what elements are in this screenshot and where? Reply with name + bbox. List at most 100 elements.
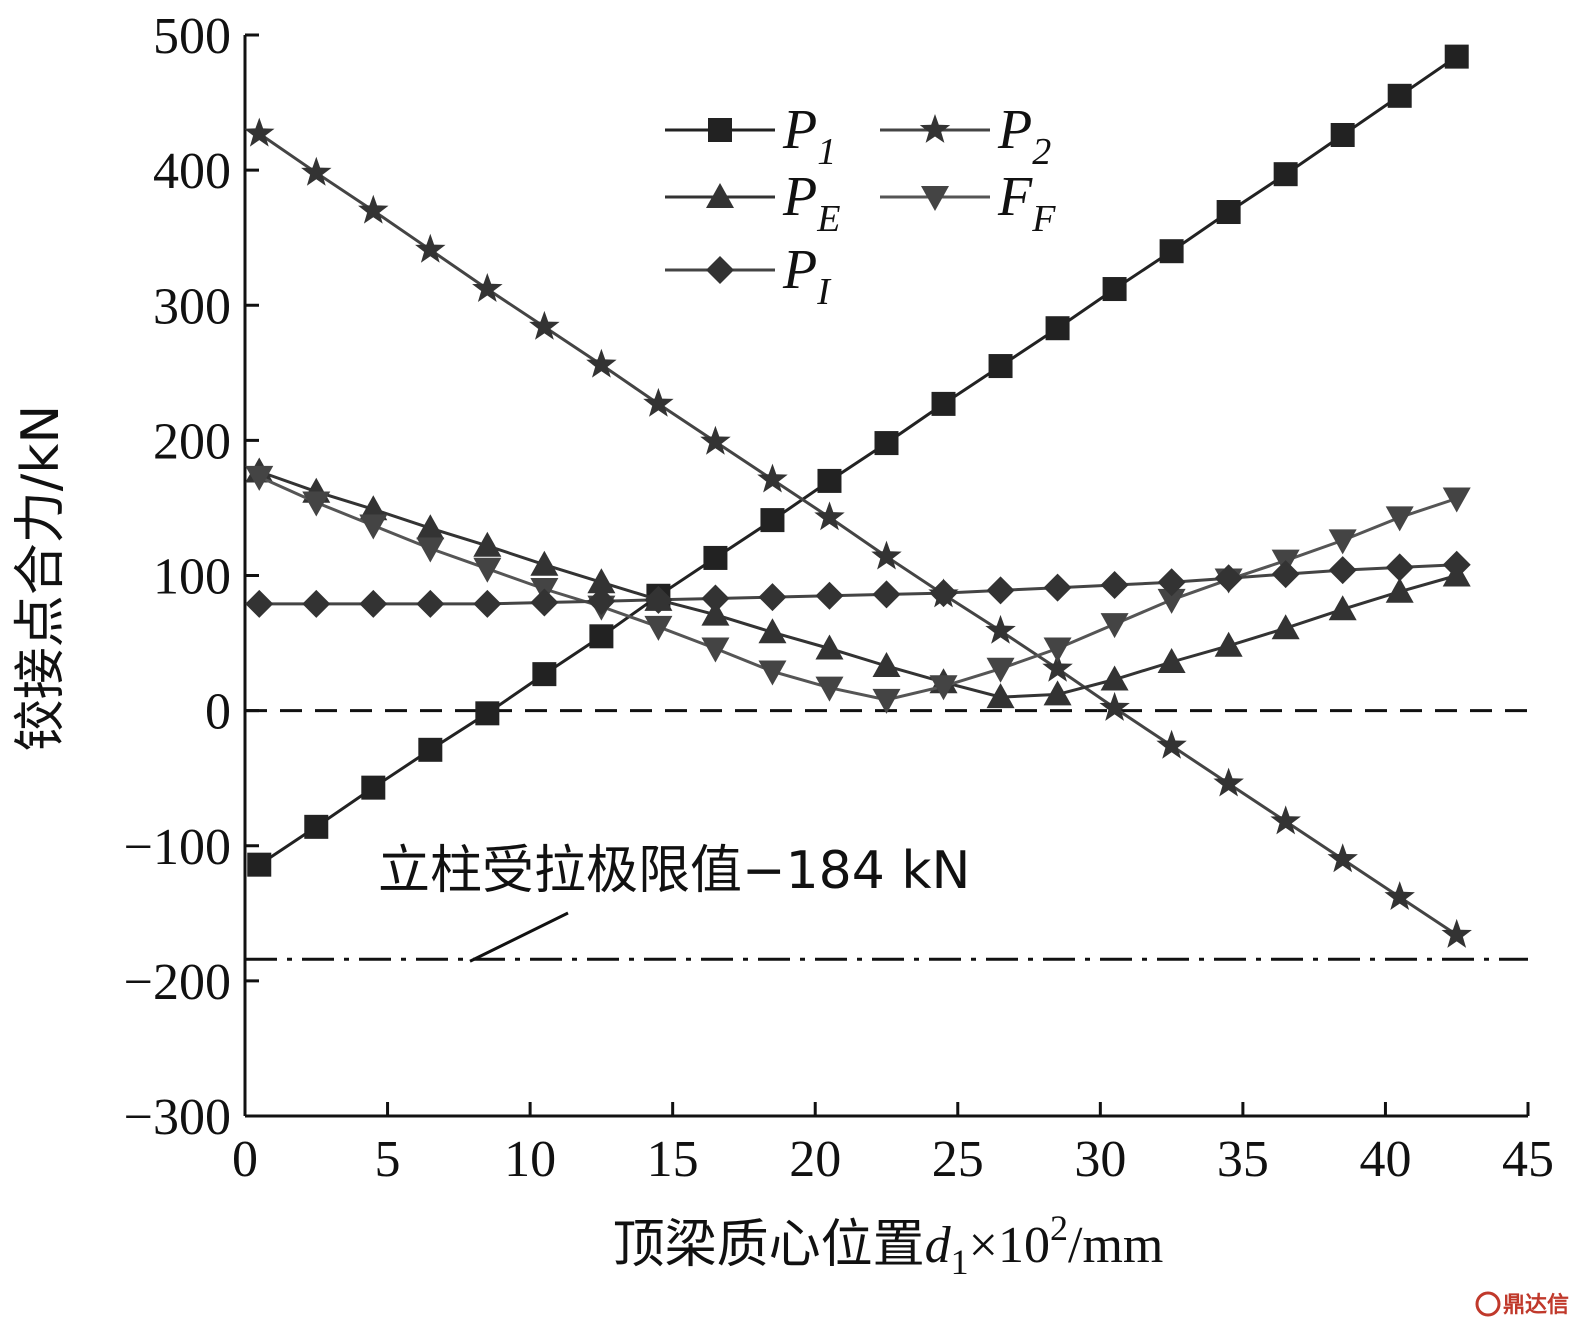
data-point-PI xyxy=(758,583,787,612)
watermark-text: 鼎达信 xyxy=(1503,1292,1569,1318)
data-point-P2 xyxy=(757,463,788,493)
data-point-FF xyxy=(701,637,730,663)
data-point-FF xyxy=(644,615,673,641)
data-point-P1 xyxy=(532,662,557,687)
data-point-P2 xyxy=(643,387,674,417)
data-point-PI xyxy=(416,589,445,618)
data-point-PI xyxy=(644,585,673,614)
data-point-PE xyxy=(587,568,616,594)
y-axis-title: 铰接点合力/kN xyxy=(11,405,71,752)
data-point-PI xyxy=(302,589,331,618)
legend-label-P1: P1 xyxy=(782,99,836,173)
data-point-FF xyxy=(929,675,958,701)
data-point-PE xyxy=(986,683,1015,709)
data-point-P2 xyxy=(1384,881,1415,910)
y-tick-label: 0 xyxy=(205,684,231,741)
data-point-P2 xyxy=(814,501,845,531)
series-P1 xyxy=(247,44,1469,877)
data-point-PE xyxy=(1385,577,1414,603)
data-point-P1 xyxy=(589,624,614,649)
data-point-PI xyxy=(245,589,274,618)
data-point-PE xyxy=(1100,665,1129,691)
y-tick-label: 300 xyxy=(153,278,231,335)
data-point-P1 xyxy=(874,431,899,456)
x-tick-label: 5 xyxy=(375,1131,401,1188)
y-tick-label: 400 xyxy=(153,143,231,200)
x-tick-label: 20 xyxy=(789,1131,841,1188)
legend-marker-PE xyxy=(706,183,734,208)
data-point-P1 xyxy=(1387,83,1412,108)
legend-item-PI: PI xyxy=(665,239,832,313)
data-point-PI xyxy=(1100,570,1129,599)
data-point-P1 xyxy=(418,737,443,762)
data-point-P1 xyxy=(247,852,272,877)
data-point-PI xyxy=(1043,573,1072,602)
data-point-P1 xyxy=(304,814,329,839)
data-point-PE xyxy=(758,618,787,644)
data-point-P1 xyxy=(361,775,386,800)
y-tick-label: −100 xyxy=(124,819,231,876)
x-tick-label: 25 xyxy=(932,1131,984,1188)
data-point-P1 xyxy=(703,545,728,570)
data-point-PE xyxy=(1043,680,1072,706)
data-point-P1 xyxy=(1159,239,1184,264)
data-point-P2 xyxy=(1270,805,1301,835)
data-point-FF xyxy=(986,657,1015,683)
x-tick-label: 45 xyxy=(1502,1131,1554,1188)
data-point-P2 xyxy=(1156,729,1187,759)
x-tick-label: 0 xyxy=(232,1131,258,1188)
x-tick-label: 10 xyxy=(504,1131,556,1188)
series-line-FF xyxy=(258,475,1458,702)
series-FF xyxy=(245,465,1471,714)
legend-label-PI: PI xyxy=(782,239,832,313)
legend-marker-P1 xyxy=(708,118,732,142)
legend-item-FF: FF xyxy=(880,166,1056,240)
legend-label-FF: FF xyxy=(997,166,1056,240)
data-point-PI xyxy=(587,587,616,616)
y-tick-label: 100 xyxy=(153,549,231,606)
data-point-PE xyxy=(359,495,388,521)
x-axis-title: 顶梁质心位置d1×102/mm xyxy=(613,1208,1164,1282)
data-point-PI xyxy=(872,580,901,609)
y-tick-label: −200 xyxy=(124,954,231,1011)
legend-label-P2: P2 xyxy=(997,99,1051,173)
data-point-FF xyxy=(815,676,844,702)
data-point-PE xyxy=(1271,614,1300,640)
legend-item-PE: PE xyxy=(665,166,840,240)
data-point-P2 xyxy=(1441,918,1472,948)
series-line-P1 xyxy=(258,55,1458,866)
y-tick-label: 200 xyxy=(153,413,231,470)
data-point-P1 xyxy=(760,508,785,533)
data-point-P2 xyxy=(472,273,503,302)
legend-item-P2: P2 xyxy=(880,99,1051,173)
data-point-FF xyxy=(758,660,787,686)
data-point-P2 xyxy=(529,310,560,340)
data-point-FF xyxy=(1442,487,1471,513)
data-point-P2 xyxy=(1099,691,1130,721)
legend-marker-FF xyxy=(921,186,949,211)
data-point-P2 xyxy=(1213,767,1244,797)
data-point-FF xyxy=(473,557,502,583)
y-tick-label: 500 xyxy=(153,8,231,65)
x-tick-label: 40 xyxy=(1359,1131,1411,1188)
data-point-PI xyxy=(929,579,958,608)
series-PI xyxy=(245,550,1471,618)
x-tick-label: 35 xyxy=(1217,1131,1269,1188)
legend-marker-P2 xyxy=(919,114,951,143)
annotation: 立柱受拉极限值−184 kN xyxy=(378,841,970,963)
legend-item-P1: P1 xyxy=(665,99,836,173)
data-point-P1 xyxy=(931,391,956,416)
data-point-PE xyxy=(701,600,730,626)
data-point-P1 xyxy=(988,354,1013,379)
data-point-P2 xyxy=(586,348,617,378)
data-point-P1 xyxy=(1273,162,1298,187)
data-point-FF xyxy=(872,688,901,714)
data-point-FF xyxy=(359,514,388,540)
data-point-FF xyxy=(1043,637,1072,663)
series-P2 xyxy=(244,117,1472,948)
data-point-P2 xyxy=(244,117,275,147)
data-point-P1 xyxy=(1330,122,1355,147)
data-point-P1 xyxy=(1102,277,1127,302)
data-point-PE xyxy=(1214,631,1243,657)
